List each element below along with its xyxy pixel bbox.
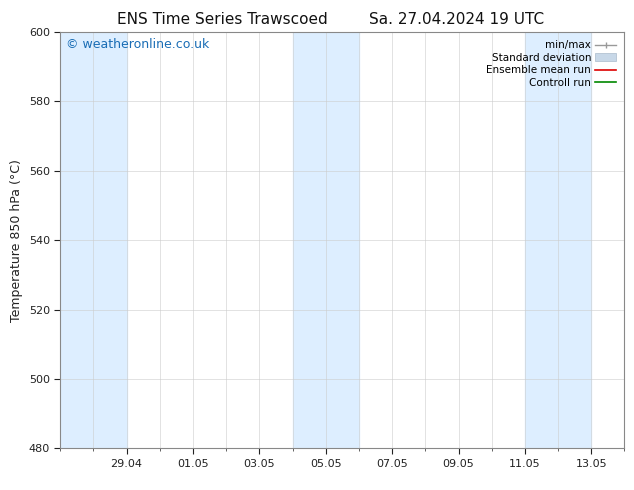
Legend: min/max, Standard deviation, Ensemble mean run, Controll run: min/max, Standard deviation, Ensemble me…	[483, 37, 619, 91]
Bar	[60, 32, 127, 448]
Text: © weatheronline.co.uk: © weatheronline.co.uk	[66, 38, 209, 51]
Y-axis label: Temperature 850 hPa (°C): Temperature 850 hPa (°C)	[10, 159, 23, 321]
Bar	[525, 32, 592, 448]
Text: Sa. 27.04.2024 19 UTC: Sa. 27.04.2024 19 UTC	[369, 12, 544, 27]
Bar	[292, 32, 359, 448]
Text: ENS Time Series Trawscoed: ENS Time Series Trawscoed	[117, 12, 327, 27]
